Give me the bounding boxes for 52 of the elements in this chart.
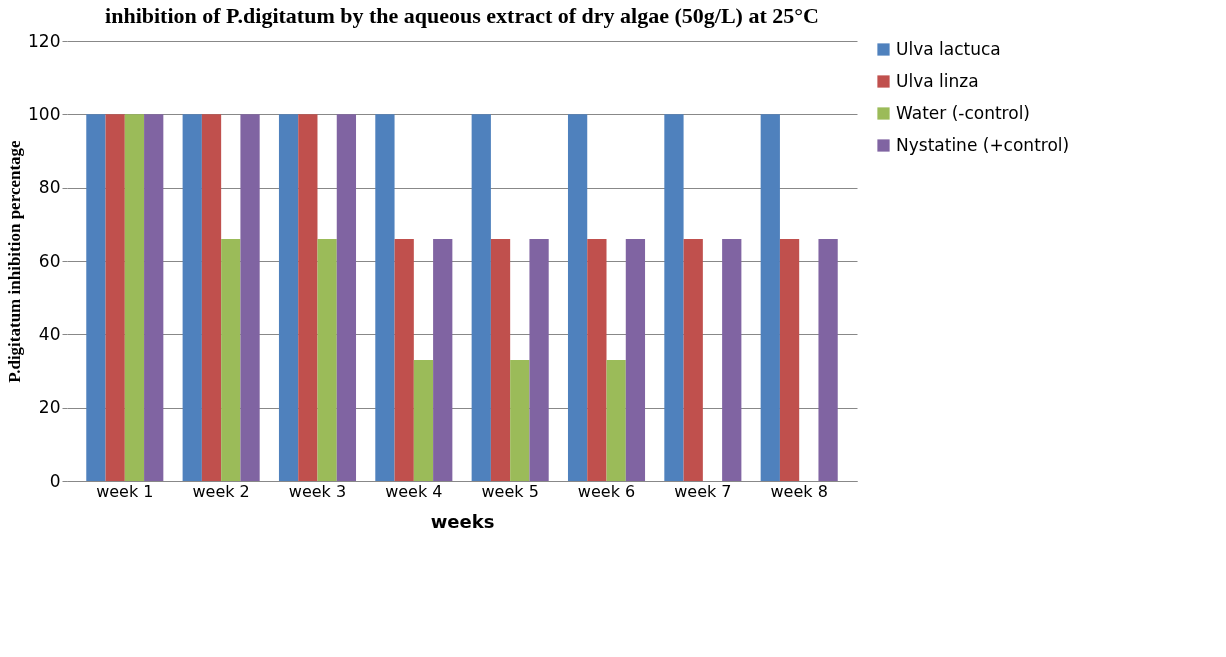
- bar: [394, 239, 414, 481]
- y-tick-label: 120: [28, 30, 61, 51]
- legend-label: Ulva linza: [896, 70, 979, 91]
- x-axis-title: weeks: [430, 510, 495, 532]
- x-tick-label: week 1: [96, 481, 154, 501]
- bar: [221, 239, 241, 481]
- bar: [471, 114, 491, 481]
- x-tick-label: week 6: [577, 481, 636, 501]
- x-tick-label: week 7: [674, 481, 732, 501]
- y-tick-label: 80: [38, 177, 61, 198]
- bar: [760, 114, 780, 481]
- bar: [606, 360, 626, 481]
- bar: [664, 114, 684, 481]
- bar: [86, 114, 106, 481]
- legend-label: Ulva lactuca: [896, 38, 1001, 59]
- bar: [375, 114, 395, 481]
- x-tick-label: week 2: [192, 481, 250, 501]
- x-tick-label: week 5: [481, 481, 539, 501]
- bar: [124, 114, 145, 481]
- legend-label: Water (-control): [896, 102, 1030, 123]
- bar: [105, 114, 125, 481]
- bar: [587, 239, 607, 481]
- bar: [818, 239, 838, 481]
- bar: [298, 114, 318, 481]
- bar: [683, 239, 703, 481]
- bar: [625, 239, 646, 481]
- bar: [336, 114, 357, 481]
- bar: [779, 239, 800, 481]
- bar: [317, 239, 337, 481]
- bar: [240, 114, 260, 481]
- bar: [201, 114, 222, 481]
- y-tick-label: 60: [38, 250, 61, 271]
- bar: [144, 114, 164, 481]
- bar: [722, 239, 742, 481]
- legend-label: Nystatine (+control): [896, 134, 1070, 155]
- bar: [567, 114, 588, 481]
- bar: [413, 360, 434, 481]
- y-axis-title: P.digitatum inhibition percentage: [5, 139, 25, 383]
- y-tick-label: 100: [28, 103, 61, 124]
- bar: [182, 114, 202, 481]
- x-tick-label: week 3: [288, 481, 347, 501]
- chart-title: inhibition of P.digitatum by the aqueous extract of dry algae (50g/L) at 25°C: [105, 3, 819, 28]
- bar: [278, 114, 299, 481]
- y-tick-label: 40: [38, 323, 61, 344]
- bar: [510, 360, 530, 481]
- bar: [433, 239, 453, 481]
- y-tick-label: 0: [49, 470, 61, 491]
- x-tick-label: week 8: [770, 481, 828, 501]
- bar: [529, 239, 549, 481]
- bar: [490, 239, 511, 481]
- y-tick-label: 20: [38, 397, 61, 418]
- x-tick-label: week 4: [385, 481, 443, 501]
